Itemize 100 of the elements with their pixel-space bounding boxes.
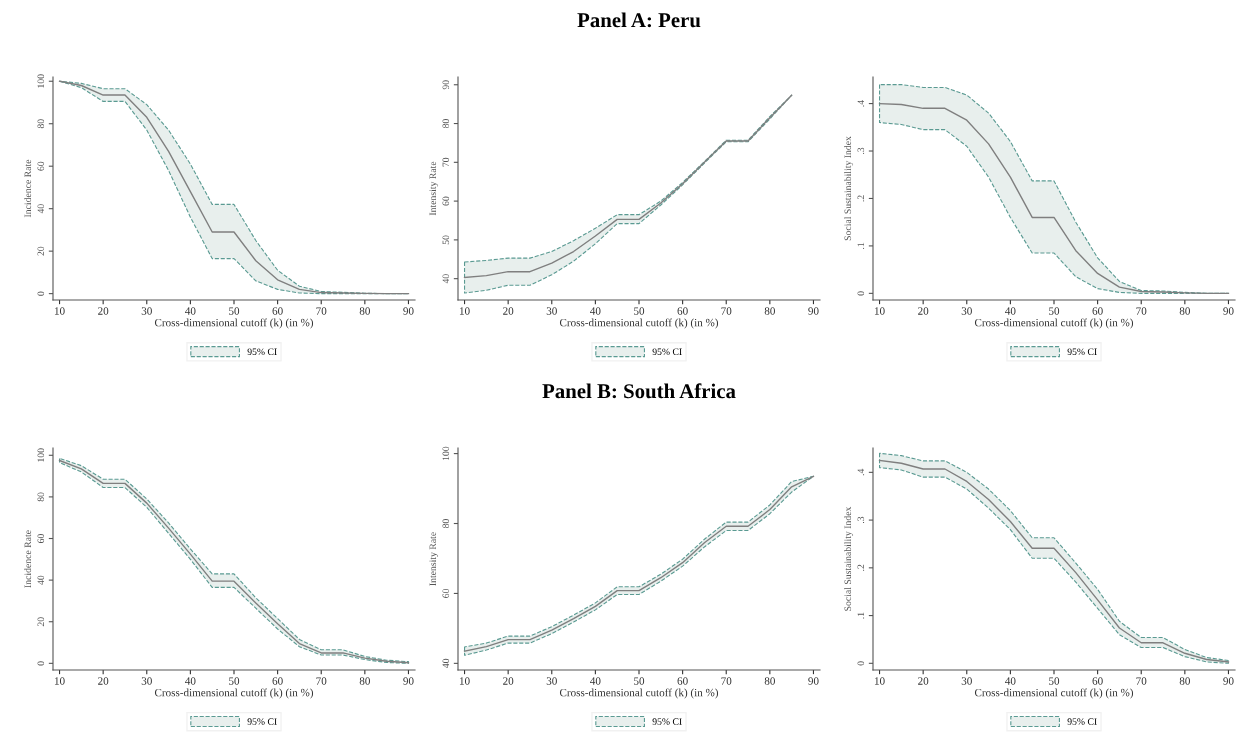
x-axis-title: Cross-dimensional cutoff (k) (in %) (974, 318, 1134, 329)
x-tick-label: 50 (634, 307, 645, 315)
x-tick-label: 50 (229, 307, 240, 315)
y-tick-label: 0 (857, 661, 865, 666)
x-tick-label: 80 (359, 307, 370, 315)
y-axis-title: Incidence Rate (24, 530, 32, 588)
x-tick-label: 70 (1136, 677, 1147, 685)
x-tick-label: 70 (721, 677, 732, 685)
x-tick-label: 50 (1049, 677, 1060, 685)
y-tick-label: .1 (857, 242, 865, 249)
y-tick-label: 50 (442, 235, 450, 245)
x-tick-label: 90 (808, 677, 819, 685)
y-tick-label: 100 (37, 74, 45, 88)
y-tick-label: 40 (37, 204, 45, 214)
x-axis-title: Cross-dimensional cutoff (k) (in %) (154, 318, 314, 329)
x-tick-label: 10 (54, 677, 65, 685)
y-tick-label: .3 (857, 147, 865, 155)
text: 95% CI (652, 718, 682, 725)
x-tick-label: 80 (359, 677, 370, 685)
y-tick-label: .3 (857, 516, 865, 524)
chart-title: Panel A: Peru (577, 12, 701, 28)
x-tick-label: 10 (874, 307, 885, 315)
y-tick-label: 0 (857, 291, 865, 296)
y-tick-label: 0 (37, 661, 45, 666)
y-tick-label: .4 (857, 468, 865, 476)
x-tick-label: 30 (141, 307, 152, 315)
x-tick-label: 20 (918, 307, 929, 315)
x-tick-label: 40 (185, 677, 196, 685)
x-tick-label: 80 (764, 307, 775, 315)
x-tick-label: 20 (98, 307, 109, 315)
y-tick-label: .2 (857, 564, 865, 571)
x-tick-label: 90 (403, 677, 414, 685)
x-tick-label: 10 (54, 307, 65, 315)
y-tick-label: 90 (442, 80, 450, 90)
text: 95% CI (247, 348, 277, 356)
y-tick-label: 60 (442, 196, 450, 206)
x-tick-label: 20 (98, 677, 109, 685)
x-tick-label: 40 (1005, 677, 1016, 685)
y-tick-label: 60 (37, 161, 45, 171)
x-tick-label: 60 (272, 677, 283, 685)
x-tick-label: 90 (403, 307, 414, 315)
x-tick-label: 60 (1092, 677, 1103, 685)
text: 95% CI (1067, 718, 1097, 725)
x-tick-label: 20 (503, 307, 514, 315)
x-tick-label: 80 (1179, 677, 1190, 685)
x-tick-label: 60 (677, 677, 688, 685)
x-axis-title: Cross-dimensional cutoff (k) (in %) (974, 688, 1134, 699)
y-tick-label: 60 (37, 534, 45, 543)
x-axis-title: Cross-dimensional cutoff (k) (in %) (559, 688, 719, 699)
y-tick-label: 40 (442, 658, 450, 669)
x-tick-label: 20 (503, 677, 514, 685)
x-tick-label: 10 (459, 677, 470, 685)
x-tick-label: 90 (1223, 677, 1234, 685)
x-tick-label: 40 (185, 307, 196, 315)
x-tick-label: 40 (590, 307, 601, 315)
y-tick-label: 100 (442, 446, 450, 461)
x-tick-label: 30 (546, 677, 557, 685)
x-tick-label: 50 (1049, 307, 1060, 315)
y-tick-label: 20 (37, 617, 45, 627)
x-tick-label: 30 (141, 677, 152, 685)
y-tick-label: 100 (37, 448, 45, 462)
x-tick-label: 80 (1179, 307, 1190, 315)
y-axis-title: Intensity Rate (429, 532, 439, 586)
x-tick-label: 90 (808, 307, 819, 315)
y-tick-label: 80 (37, 119, 45, 129)
x-tick-label: 40 (1005, 307, 1016, 315)
y-axis-title: Intensity Rate (429, 161, 439, 216)
x-axis-title: Cross-dimensional cutoff (k) (in %) (154, 688, 314, 699)
y-axis-title: Incidence Rate (24, 159, 32, 218)
x-tick-label: 10 (459, 307, 470, 315)
x-axis-title: Cross-dimensional cutoff (k) (in %) (559, 318, 719, 329)
x-tick-label: 90 (1223, 307, 1234, 315)
text: 95% CI (652, 348, 682, 356)
text: 95% CI (247, 718, 277, 725)
x-tick-label: 50 (229, 677, 240, 685)
x-tick-label: 70 (721, 307, 732, 315)
x-tick-label: 60 (272, 307, 283, 315)
y-tick-label: 80 (37, 492, 45, 502)
y-axis-title: Social Sustainability Index (844, 136, 854, 241)
chart-title: Panel B: South Africa (542, 383, 736, 399)
y-tick-label: 70 (442, 157, 450, 167)
x-tick-label: 30 (546, 307, 557, 315)
x-tick-label: 70 (316, 677, 327, 685)
y-tick-label: 80 (442, 519, 450, 529)
y-tick-label: 0 (37, 291, 45, 296)
x-tick-label: 50 (634, 677, 645, 685)
y-tick-label: .2 (857, 195, 865, 202)
y-tick-label: 40 (37, 575, 45, 585)
x-tick-label: 80 (764, 677, 775, 685)
x-tick-label: 20 (918, 677, 929, 685)
y-tick-label: 80 (442, 119, 450, 129)
y-tick-label: 20 (37, 246, 45, 256)
x-tick-label: 30 (961, 677, 972, 685)
y-tick-label: 60 (442, 588, 450, 598)
x-tick-label: 60 (1092, 307, 1103, 315)
x-tick-label: 70 (316, 307, 327, 315)
y-tick-label: .1 (857, 612, 865, 619)
y-tick-label: 40 (442, 274, 450, 284)
x-tick-label: 10 (874, 677, 885, 685)
y-axis-title: Social Sustainability Index (844, 506, 854, 611)
